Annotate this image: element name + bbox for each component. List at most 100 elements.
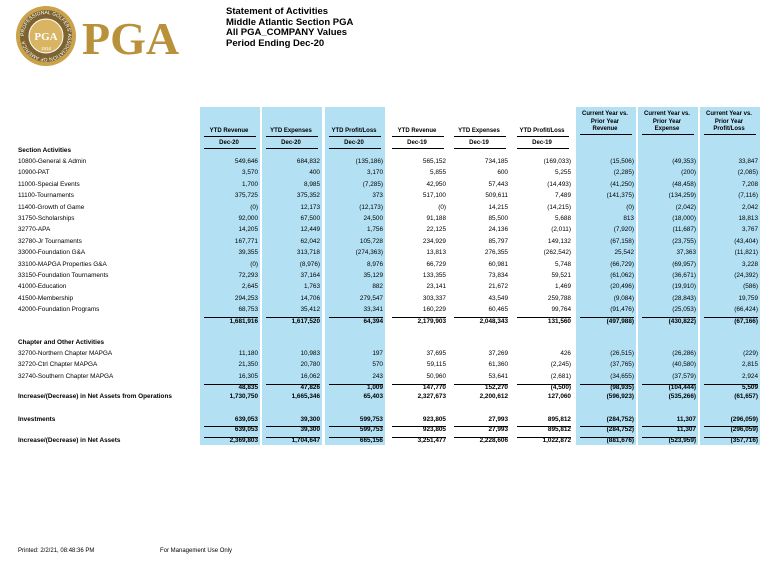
cell: 11,307 xyxy=(676,426,696,433)
total-rule xyxy=(392,436,446,438)
cell: (104,444) xyxy=(668,384,696,392)
printed-date: Printed: 2/2/21, 08:48:36 PM xyxy=(18,548,95,554)
cell: 813 xyxy=(623,215,634,222)
cell: 3,570 xyxy=(242,169,258,177)
cell: (586) xyxy=(743,283,758,291)
cell: (134,259) xyxy=(668,192,696,200)
column-header: Prior Year xyxy=(652,118,682,125)
total-rule xyxy=(704,436,758,438)
cell: (37,579) xyxy=(672,372,696,380)
cell: 61,360 xyxy=(488,361,508,369)
column-header: Prior Year xyxy=(590,118,620,125)
title-line: Middle Atlantic Section PGA xyxy=(226,16,354,28)
cell: 21,350 xyxy=(238,361,258,369)
cell: 23,141 xyxy=(426,283,446,291)
cell: (8,976) xyxy=(299,260,320,268)
cell: 294,253 xyxy=(234,294,258,302)
cell: 39,300 xyxy=(300,416,320,423)
header-underline xyxy=(517,136,569,137)
cell: (36,671) xyxy=(672,272,696,279)
cell: 7,208 xyxy=(742,180,758,188)
cell: 1,700 xyxy=(242,180,258,188)
cell: 882 xyxy=(372,283,383,291)
cell: 133,355 xyxy=(422,272,446,279)
cell: 14,205 xyxy=(238,226,258,234)
column-header: Dec-19 xyxy=(469,140,489,146)
cell: 50,960 xyxy=(426,372,446,380)
header-underline xyxy=(329,148,381,149)
cell: (9,084) xyxy=(613,294,634,302)
cell: 47,826 xyxy=(300,384,320,392)
cell: 99,764 xyxy=(551,306,571,314)
cell: 570 xyxy=(372,361,383,369)
cell: 8,985 xyxy=(304,180,320,188)
total-rule xyxy=(517,317,571,319)
total-rule xyxy=(266,317,320,319)
title-line: All PGA_COMPANY Values xyxy=(226,27,348,38)
cell: (49,353) xyxy=(672,158,696,165)
cell: 147,770 xyxy=(422,384,446,392)
cell: 85,500 xyxy=(488,215,508,222)
total-rule xyxy=(517,425,571,427)
cell: (24,392) xyxy=(734,272,758,279)
column-header: Revenue xyxy=(592,126,618,133)
cell: 303,337 xyxy=(422,294,446,302)
section-title: Section Activities xyxy=(18,147,72,154)
cell: 35,129 xyxy=(363,272,383,279)
column-header: Dec-20 xyxy=(219,140,239,146)
cell: 91,188 xyxy=(426,215,446,222)
row-label: 42000-Foundation Programs xyxy=(18,306,100,314)
total-rule xyxy=(266,383,320,385)
cell: (262,542) xyxy=(543,249,571,257)
total-rule xyxy=(642,436,696,438)
row-label: 32720-Ctrl Chapter MAPGA xyxy=(18,361,98,369)
cell: (0) xyxy=(250,260,258,268)
cell: 565,152 xyxy=(422,158,446,165)
cell: 16,305 xyxy=(238,372,258,380)
row-label: 11100-Tournaments xyxy=(18,192,74,200)
column-header: Prior Year xyxy=(714,118,744,125)
cell: 5,748 xyxy=(555,260,571,268)
column-header: Expense xyxy=(654,126,680,133)
cell: 18,813 xyxy=(738,215,758,222)
cell: 92,000 xyxy=(238,215,258,222)
cell: 197 xyxy=(372,350,383,357)
cell: 167,771 xyxy=(234,237,258,245)
row-label: Increase/(Decrease) in Net Assets from O… xyxy=(18,393,172,400)
cell: (2,285) xyxy=(613,169,634,177)
cell: (274,363) xyxy=(355,249,383,257)
seal-inner xyxy=(28,18,64,54)
total-rule xyxy=(580,425,634,427)
cell: 48,835 xyxy=(238,384,258,392)
row-label: 32780-Jr Tournaments xyxy=(18,237,82,245)
cell: 149,132 xyxy=(547,237,571,245)
cell: 259,788 xyxy=(547,294,571,302)
cell: 400 xyxy=(309,169,320,177)
cell: (14,493) xyxy=(547,180,571,188)
cell: 8,976 xyxy=(367,260,383,268)
total-rule xyxy=(642,383,696,385)
cell: 25,542 xyxy=(614,249,634,257)
cell: 1,730,750 xyxy=(229,393,258,400)
cell: 12,173 xyxy=(300,203,320,211)
cell: 375,725 xyxy=(234,192,258,200)
cell: (2,042) xyxy=(675,203,696,211)
cell: 243 xyxy=(372,372,383,380)
cell: (40,580) xyxy=(672,361,696,369)
cell: 21,672 xyxy=(488,283,508,291)
cell: (7,116) xyxy=(738,192,758,200)
cell: (169,033) xyxy=(543,158,571,165)
cell: (18,000) xyxy=(672,215,696,222)
cell: (7,285) xyxy=(362,180,383,188)
cell: (2,245) xyxy=(550,361,571,369)
header-underline xyxy=(454,136,506,137)
total-rule xyxy=(580,436,634,438)
cell: 131,560 xyxy=(547,317,571,325)
cell: (34,655) xyxy=(610,372,634,380)
cell: 2,200,612 xyxy=(479,393,508,400)
cell: (67,158) xyxy=(610,237,634,245)
cell: 68,753 xyxy=(238,306,258,314)
cell: (19,910) xyxy=(672,283,696,291)
cell: 1,763 xyxy=(304,283,320,291)
header-underline xyxy=(392,136,444,137)
